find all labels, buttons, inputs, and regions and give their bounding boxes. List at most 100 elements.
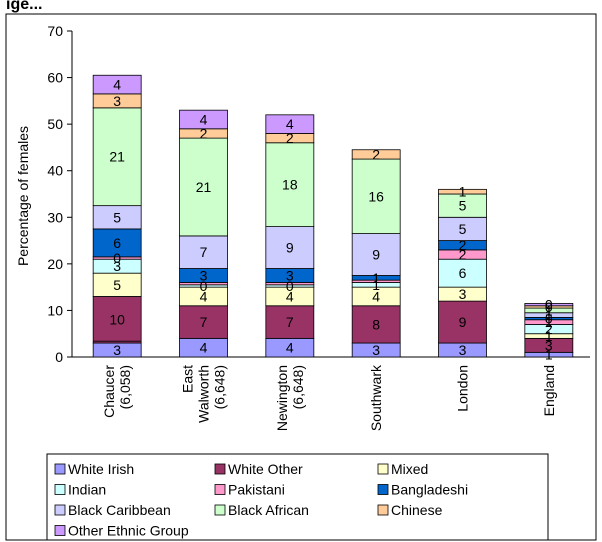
legend: White Irish White Other Mixed Indian Pakista… bbox=[46, 453, 549, 541]
category-label-line: (6,648) bbox=[212, 365, 228, 409]
data-label: 4 bbox=[200, 288, 208, 304]
category-label-line: England bbox=[541, 365, 557, 416]
category-label-text: Newington(6,648) bbox=[274, 365, 306, 431]
y-tick-label: 20 bbox=[47, 256, 63, 272]
legend-label: White Other bbox=[228, 461, 303, 477]
data-label: 21 bbox=[196, 179, 212, 195]
category-label-text: London bbox=[455, 365, 471, 412]
legend-item: Chinese bbox=[377, 502, 443, 518]
data-label: 0 bbox=[200, 278, 208, 294]
y-tick-label: 0 bbox=[55, 349, 63, 365]
bar-segment bbox=[524, 303, 574, 307]
legend-swatch bbox=[54, 525, 66, 536]
category-label: England bbox=[541, 365, 557, 416]
legend-label: Mixed bbox=[391, 461, 428, 477]
chart-title: ige... bbox=[6, 0, 42, 13]
data-label: 3 bbox=[459, 286, 467, 302]
bar-segment bbox=[265, 142, 315, 227]
data-label: 2 bbox=[459, 237, 467, 253]
data-label: 1 bbox=[545, 302, 553, 318]
data-label: 3 bbox=[286, 268, 294, 284]
data-label: 21 bbox=[109, 149, 125, 165]
data-label: 2 bbox=[286, 130, 294, 146]
bar-segment bbox=[92, 107, 142, 207]
legend-swatch bbox=[54, 463, 66, 475]
data-label: 10 bbox=[109, 312, 125, 328]
data-label: 1 bbox=[545, 328, 553, 344]
bar-segment bbox=[265, 305, 315, 339]
data-label: 7 bbox=[200, 244, 208, 260]
data-label: 4 bbox=[286, 340, 294, 356]
data-label: 3 bbox=[113, 342, 121, 358]
y-tick-label: 10 bbox=[47, 302, 63, 318]
data-label: 1 bbox=[372, 270, 380, 286]
legend-item: White Irish bbox=[54, 461, 134, 477]
category-label: EastWalworth(6,648) bbox=[180, 365, 228, 423]
bar-segment bbox=[351, 305, 401, 344]
category-label-line: London bbox=[455, 365, 471, 412]
data-label: 9 bbox=[286, 240, 294, 256]
legend-swatch bbox=[54, 484, 66, 495]
bar-segment bbox=[438, 188, 487, 195]
y-tick-label: 40 bbox=[47, 163, 63, 179]
legend-label: Pakistani bbox=[228, 482, 285, 498]
bar-segment bbox=[351, 149, 401, 160]
legend-item: Black African bbox=[214, 502, 309, 518]
legend-box bbox=[46, 453, 549, 541]
data-label: 4 bbox=[200, 340, 208, 356]
bar-segment bbox=[351, 233, 401, 276]
legend-label: Black Caribbean bbox=[68, 502, 171, 518]
category-label-line: (6,648) bbox=[290, 365, 306, 409]
data-label: 3 bbox=[372, 342, 380, 358]
category-label: London bbox=[455, 365, 471, 412]
data-label: 0 bbox=[113, 250, 121, 266]
data-label: 16 bbox=[368, 188, 384, 204]
legend-swatch bbox=[377, 484, 389, 495]
category-label-text: Chaucer(6,058) bbox=[101, 365, 133, 418]
legend-item: Bangladeshi bbox=[377, 482, 468, 498]
data-label: 0 bbox=[545, 299, 553, 315]
data-label: 8 bbox=[372, 316, 380, 332]
data-label: 1 bbox=[545, 307, 553, 323]
category-label-line: Southwark bbox=[368, 364, 384, 431]
data-label: 3 bbox=[200, 268, 208, 284]
bar-segment bbox=[265, 114, 315, 134]
legend-item: Other Ethnic Group bbox=[54, 523, 189, 539]
category-label-line: East bbox=[180, 365, 196, 393]
y-axis-title: Percentage of females bbox=[15, 126, 31, 266]
data-label: 1 bbox=[545, 314, 553, 330]
legend-swatch bbox=[54, 504, 66, 516]
legend-swatch bbox=[214, 463, 226, 475]
data-label: 9 bbox=[459, 314, 467, 330]
data-label: 4 bbox=[286, 288, 294, 304]
data-label: 1 bbox=[372, 277, 380, 293]
legend-item: White Other bbox=[214, 461, 303, 477]
data-label: 7 bbox=[200, 314, 208, 330]
legend-label: Chinese bbox=[391, 502, 443, 518]
data-label: 5 bbox=[113, 209, 121, 225]
category-label: Chaucer(6,058) bbox=[101, 365, 133, 418]
data-label: 6 bbox=[113, 235, 121, 251]
bar-segment bbox=[179, 235, 228, 269]
bar-segment bbox=[265, 226, 315, 269]
legend-item: Pakistani bbox=[214, 482, 285, 498]
data-label: 6 bbox=[459, 265, 467, 281]
y-tick-label: 60 bbox=[47, 70, 63, 86]
data-label: 3 bbox=[459, 342, 467, 358]
data-label: 0 bbox=[545, 311, 553, 327]
category-label: Newington(6,648) bbox=[274, 365, 306, 431]
data-label: 7 bbox=[286, 314, 294, 330]
legend-label: Other Ethnic Group bbox=[68, 523, 189, 539]
data-label: 5 bbox=[459, 198, 467, 214]
data-label: 2 bbox=[200, 125, 208, 141]
bars: 3105306521344740372124474039182438411916… bbox=[92, 74, 574, 363]
legend-item: Mixed bbox=[377, 461, 428, 477]
y-tick-label: 70 bbox=[47, 23, 63, 39]
legend-swatch bbox=[214, 484, 226, 495]
data-label: 3 bbox=[545, 337, 553, 353]
bar-segment bbox=[179, 109, 228, 130]
data-label: 5 bbox=[459, 221, 467, 237]
data-label: 2 bbox=[459, 247, 467, 263]
y-tick-label: 50 bbox=[47, 116, 63, 132]
